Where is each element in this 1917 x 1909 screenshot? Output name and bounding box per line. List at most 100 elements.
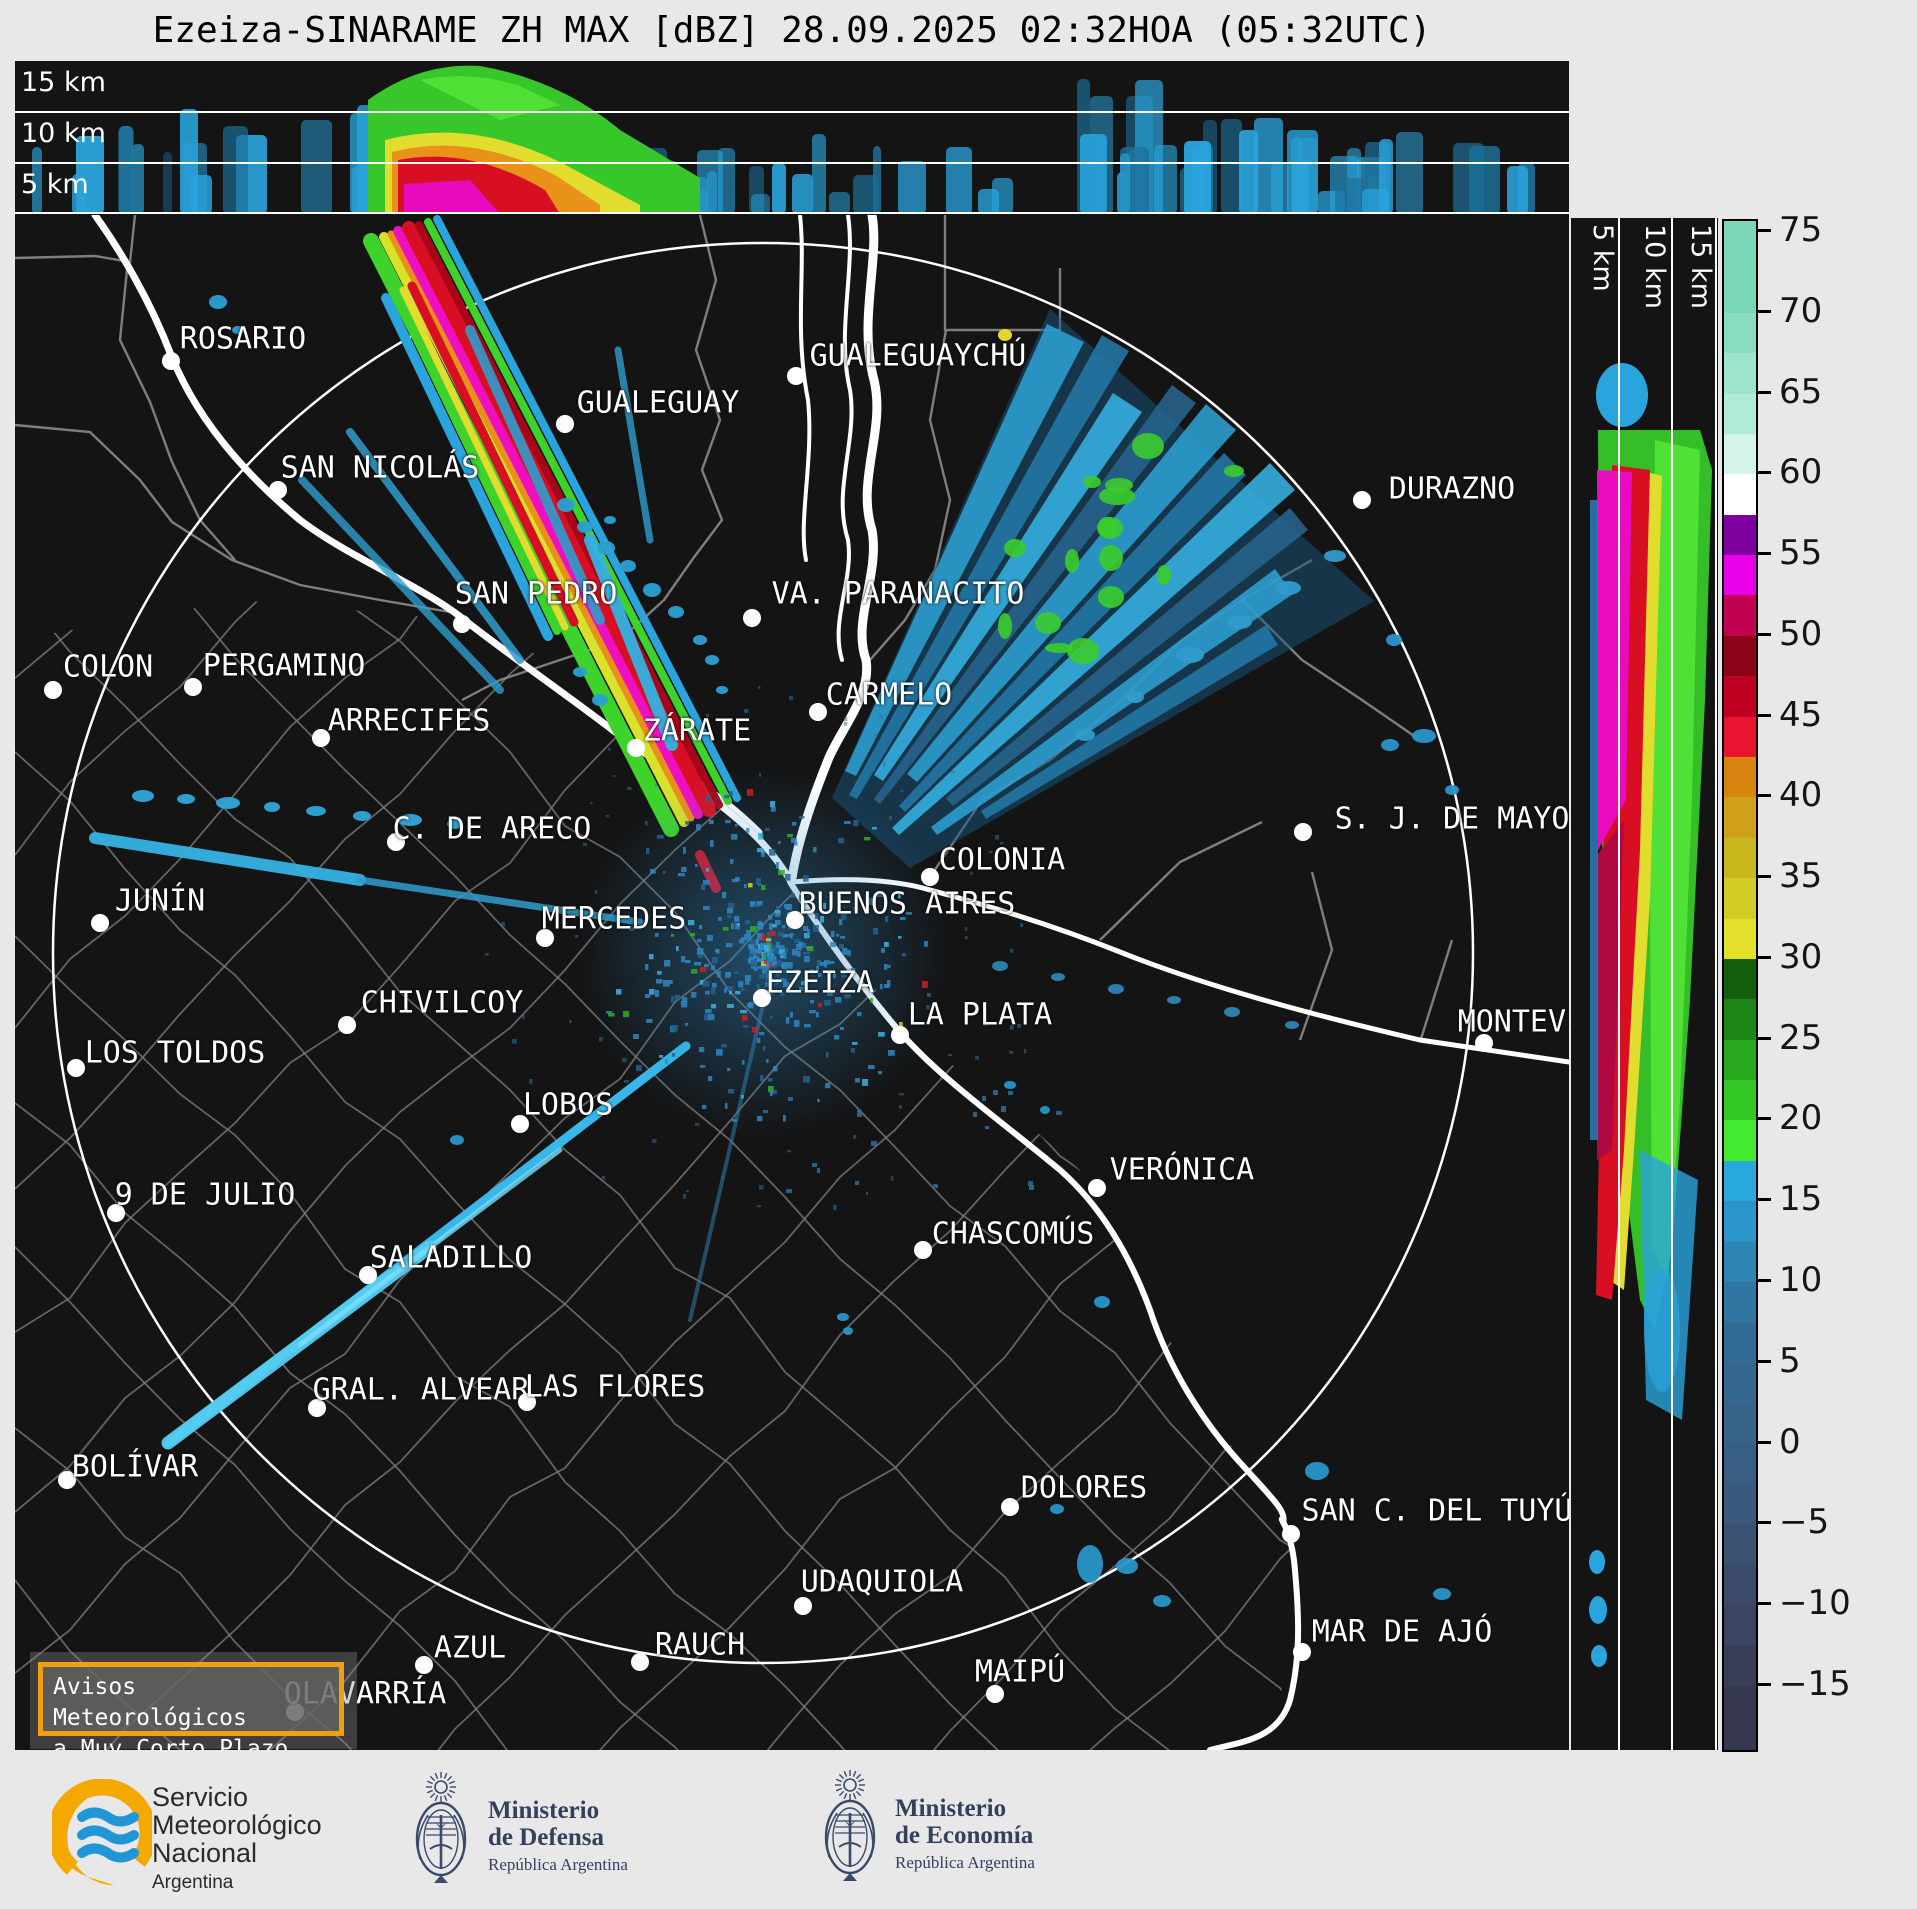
- distance-line-5km: [1618, 218, 1620, 1750]
- defensa-logo-text: Ministerio de Defensa República Argentin…: [488, 1797, 628, 1874]
- city-marker: [58, 1471, 76, 1489]
- colorbar-segment: [1724, 1564, 1756, 1607]
- economia-logo-text: Ministerio de Economía República Argenti…: [895, 1795, 1035, 1872]
- colorbar-tick-label: −15: [1779, 1663, 1851, 1704]
- radar-map-plot: [15, 215, 1569, 1750]
- city-label: BOLÍVAR: [71, 1449, 199, 1485]
- city-label: GUALEGUAY: [576, 385, 740, 421]
- colorbar-segment: [1724, 1362, 1756, 1405]
- city-marker: [921, 868, 939, 886]
- colorbar-segment: [1724, 1120, 1756, 1162]
- colorbar-tick-label: 60: [1779, 452, 1823, 493]
- colorbar-segment: [1724, 797, 1756, 839]
- colorbar-tick: [1758, 309, 1771, 313]
- distance-line-15km: [1715, 218, 1717, 1750]
- city-label: CHIVILCOY: [360, 985, 524, 1021]
- cross-section-top-panel: 15 km 10 km 5 km: [15, 61, 1569, 215]
- echo-nw-streaks: [298, 215, 741, 893]
- colorbar-segment: [1724, 999, 1756, 1041]
- city-marker: [184, 678, 202, 696]
- colorbar-tick: [1758, 875, 1771, 879]
- distance-label-10km: 10 km: [1639, 224, 1670, 309]
- city-label: PERGAMINO: [202, 648, 366, 684]
- city-marker: [387, 833, 405, 851]
- city-label: ROSARIO: [179, 321, 307, 357]
- colorbar-tick: [1758, 794, 1771, 798]
- city-label: JUNÍN: [114, 883, 206, 919]
- city-label: MONTEVIDEO: [1457, 1004, 1569, 1040]
- altitude-line-10km: [15, 162, 1569, 164]
- city-layer: ROSARIO SAN NICOLÁS GUALEGUAY GUALEGUAYCHÚ S…: [15, 215, 1569, 1750]
- distance-line-10km: [1671, 218, 1673, 1750]
- colorbar-tick: [1758, 1198, 1771, 1202]
- colorbar-segment: [1724, 1605, 1756, 1647]
- colorbar-segment: [1724, 1282, 1756, 1324]
- city-label: ZÁRATE: [642, 713, 752, 749]
- colorbar-tick: [1758, 1521, 1771, 1525]
- colorbar-tick-label: −5: [1779, 1502, 1830, 1543]
- city-marker: [1088, 1179, 1106, 1197]
- city-marker: [809, 703, 827, 721]
- city-label: SAN PEDRO: [454, 576, 618, 612]
- cross-section-side-plot: [1589, 363, 1712, 1667]
- colorbar-segment: [1724, 312, 1756, 355]
- colorbar-tick-label: 35: [1779, 856, 1823, 897]
- colorbar-tick: [1758, 471, 1771, 475]
- warning-box[interactable]: Avisos Meteorológicos a Muy Corto Plazo: [38, 1662, 344, 1750]
- colorbar-segment: [1724, 1039, 1756, 1082]
- city-marker: [1282, 1525, 1300, 1543]
- city-label: S. J. DE MAYO: [1334, 801, 1569, 837]
- city-label: EZEIZA: [765, 965, 875, 1001]
- colorbar-segment: [1724, 433, 1756, 476]
- city-marker: [787, 367, 805, 385]
- city-label: GRAL. ALVEAR: [312, 1372, 530, 1408]
- city-marker: [794, 1597, 812, 1615]
- city-marker: [1294, 823, 1312, 841]
- city-marker: [453, 615, 471, 633]
- colorbar-segment: [1724, 1443, 1756, 1485]
- colorbar-segment: [1724, 1080, 1756, 1122]
- colorbar-segment: [1724, 221, 1756, 314]
- city-label: LOBOS: [522, 1087, 614, 1123]
- colorbar-tick: [1758, 390, 1771, 394]
- colorbar-tick: [1758, 1036, 1771, 1040]
- footer-logos: Servicio Meteorológico Nacional Argentin…: [0, 1755, 1917, 1909]
- city-label: BUENOS AIRES: [798, 886, 1016, 922]
- colorbar-segment: [1724, 716, 1756, 758]
- distance-label-5km: 5 km: [1587, 224, 1618, 292]
- colorbar-segment: [1724, 635, 1756, 678]
- echo-ground-clutter: [485, 686, 1027, 1210]
- colorbar-segment: [1724, 1403, 1756, 1445]
- colorbar-tick: [1758, 632, 1771, 636]
- city-label: AZUL: [433, 1630, 507, 1666]
- city-label: 9 DE JULIO: [114, 1177, 296, 1213]
- city-marker: [308, 1399, 326, 1417]
- altitude-line-5km: [15, 212, 1569, 214]
- colorbar-tick-label: 20: [1779, 1098, 1823, 1139]
- colorbar-segment: [1724, 393, 1756, 435]
- city-label: LA PLATA: [907, 997, 1053, 1033]
- city-label: RAUCH: [654, 1627, 746, 1663]
- colorbar-tick: [1758, 713, 1771, 717]
- colorbar-tick-label: 70: [1779, 290, 1823, 331]
- colorbar-tick: [1758, 1440, 1771, 1444]
- colorbar-segment: [1724, 353, 1756, 395]
- warning-box-line2: a Muy Corto Plazo: [53, 1736, 289, 1750]
- colorbar-segment: [1724, 1685, 1756, 1750]
- city-label: SALADILLO: [369, 1240, 533, 1276]
- city-marker: [359, 1266, 377, 1284]
- colorbar-tick: [1758, 1682, 1771, 1686]
- smn-logo-text: Servicio Meteorológico Nacional Argentin…: [152, 1782, 322, 1893]
- warning-box-line1: Avisos Meteorológicos: [53, 1674, 247, 1731]
- echo-blobs: [132, 295, 1459, 1607]
- colorbar-segment: [1724, 1201, 1756, 1243]
- altitude-label-5km: 5 km: [21, 169, 89, 200]
- city-marker: [1001, 1498, 1019, 1516]
- city-label: VA. PARANACITO: [771, 576, 1025, 612]
- colorbar-tick-label: 50: [1779, 613, 1823, 654]
- colorbar-tick-label: 65: [1779, 371, 1823, 412]
- city-label: COLONIA: [938, 842, 1066, 878]
- city-marker: [91, 914, 109, 932]
- city-marker: [891, 1026, 909, 1044]
